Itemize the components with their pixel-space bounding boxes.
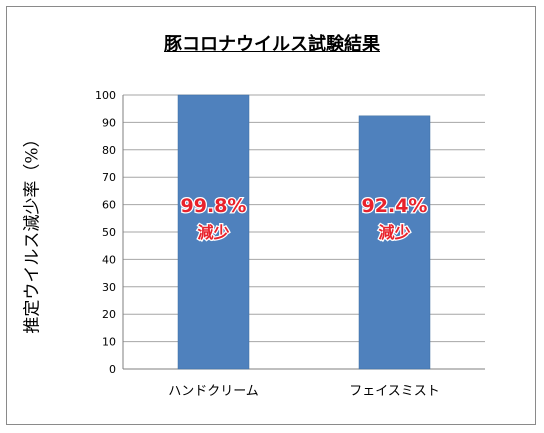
data-label-percent: 99.8% [181,195,247,217]
y-tick-label: 10 [102,336,116,349]
chart-title: 豚コロナウイルス試験結果 [164,34,380,55]
x-tick-label: ハンドクリーム [168,384,259,399]
y-tick-label: 30 [102,281,116,294]
data-label-reduction: 減少 [197,223,229,242]
y-tick-label: 80 [102,144,116,157]
y-tick-label: 40 [102,253,116,266]
y-tick-label: 70 [102,171,116,184]
bar [177,94,250,370]
chart-frame [6,6,536,425]
y-tick-label: 90 [102,116,116,129]
x-tick-label: フェイスミスト [349,384,440,399]
y-tick-label: 100 [95,89,116,102]
y-tick-label: 20 [102,308,116,321]
y-tick-label: 50 [102,226,116,239]
data-label-percent: 92.4% [362,195,428,217]
y-tick-label: 0 [109,363,116,376]
bar [358,115,431,370]
data-label-reduction: 減少 [378,223,410,242]
y-tick-label: 60 [102,199,116,212]
